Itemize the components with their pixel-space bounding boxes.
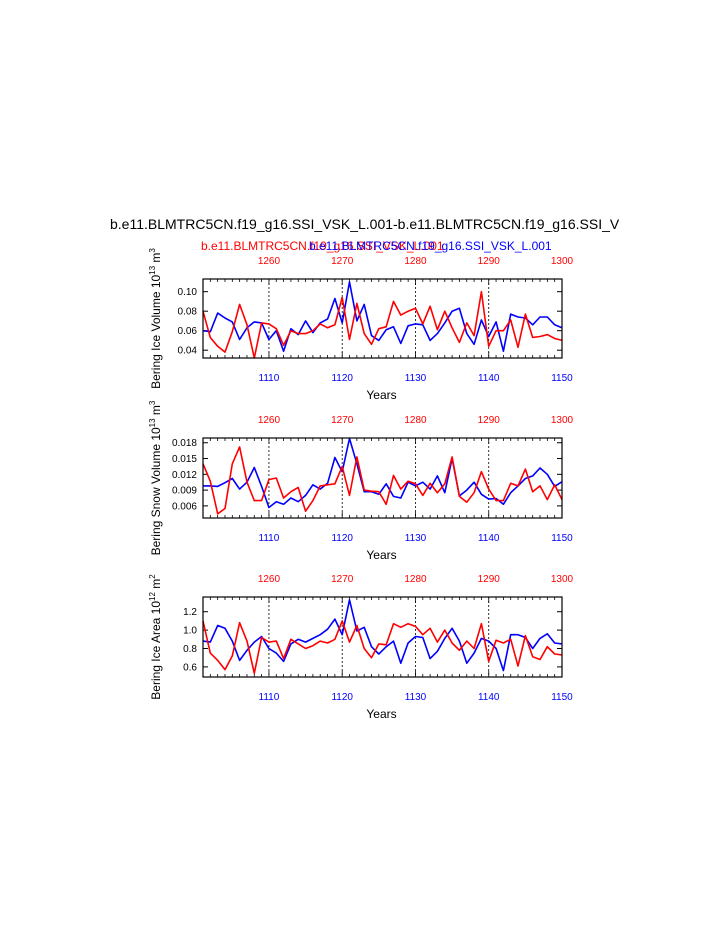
x-tick-label-bottom: 1110 — [259, 533, 280, 544]
y-axis-label-part: 12 — [148, 592, 157, 601]
y-tick-label: 0.015 — [172, 454, 197, 465]
x-axis-label: Years — [366, 388, 396, 402]
x-axis-label: Years — [366, 548, 396, 562]
y-axis-label-part: 13 — [148, 418, 157, 427]
x-tick-label-bottom: 1140 — [478, 373, 500, 384]
y-tick-label: 0.012 — [172, 470, 197, 481]
x-tick-label-top: 1270 — [331, 256, 354, 267]
series-line-red — [202, 446, 563, 515]
x-tick-label-bottom: 1130 — [405, 533, 427, 544]
y-tick-label: 0.8 — [183, 644, 197, 655]
x-tick-label-top: 1280 — [404, 415, 427, 426]
x-axis-label: Years — [366, 707, 396, 721]
x-tick-label-top: 1290 — [478, 574, 501, 585]
y-axis-label-part: Bering Ice Area 10 — [149, 601, 163, 700]
x-tick-label-top: 1270 — [331, 574, 354, 585]
x-tick-label-bottom: 1120 — [331, 692, 353, 703]
y-tick-label: 0.009 — [172, 486, 197, 497]
x-tick-label-top: 1300 — [551, 415, 574, 426]
y-axis-label-part: 3 — [148, 400, 157, 405]
subtitle-blue: b.e11.BLMTRC5CN.f19_g16.SSI_VSK_L.001 — [309, 239, 552, 253]
y-axis-label-part: 3 — [148, 248, 157, 253]
x-tick-label-bottom: 1130 — [405, 692, 427, 703]
plot-frame — [202, 278, 563, 359]
y-tick-label: 0.6 — [183, 662, 197, 673]
y-axis-label-part: m — [149, 579, 163, 592]
x-tick-label-bottom: 1150 — [551, 373, 573, 384]
x-tick-label-top: 1290 — [478, 415, 501, 426]
x-tick-label-top: 1300 — [551, 574, 574, 585]
chart-panel-2: 0.006 0.009 0.012 0.015 0.018 1110 1120 1130 114… — [148, 400, 574, 562]
x-tick-label-bottom: 1150 — [551, 533, 573, 544]
y-tick-label: 0.10 — [178, 287, 198, 298]
y-axis-label-part: 13 — [148, 265, 157, 274]
plot-frame — [202, 437, 563, 519]
y-tick-label: 0.006 — [172, 501, 197, 512]
x-tick-label-top: 1280 — [404, 256, 427, 267]
x-tick-label-bottom: 1120 — [331, 533, 353, 544]
x-tick-label-bottom: 1130 — [405, 373, 427, 384]
series-line-blue — [202, 281, 563, 353]
x-tick-label-top: 1260 — [258, 574, 281, 585]
x-tick-label-top: 1300 — [551, 256, 574, 267]
x-tick-label-bottom: 1150 — [551, 692, 573, 703]
x-tick-label-top: 1280 — [404, 574, 427, 585]
plot-frame — [202, 596, 563, 678]
y-axis-label-part: Bering Snow Volume 10 — [149, 427, 163, 555]
series-line-red — [202, 620, 563, 675]
y-tick-label: 0.04 — [178, 346, 198, 357]
y-tick-label: 1.2 — [183, 607, 197, 618]
x-tick-label-bottom: 1110 — [259, 373, 280, 384]
x-tick-label-top: 1260 — [258, 415, 281, 426]
x-tick-label-top: 1260 — [258, 256, 281, 267]
subtitle-red: b.e11.BLMTRC5CN.f19_g16.SSI_VSK_L.001 — [201, 239, 444, 253]
chart-panel-1: 0.04 0.06 0.08 0.10 1110 1120 1130 1140 1150 1260… — [148, 248, 574, 402]
chart-panels: 0.04 0.06 0.08 0.10 1110 1120 1130 1140 1150 1260… — [148, 248, 574, 721]
y-axis-label-part: m — [149, 253, 163, 266]
series-line-red — [202, 290, 563, 359]
y-axis-label-part: 2 — [148, 574, 157, 579]
y-tick-label: 0.06 — [178, 326, 198, 337]
figure-title: b.e11.BLMTRC5CN.f19_g16.SSI_VSK_L.001-b.… — [110, 216, 620, 232]
y-axis-label: Bering Snow Volume 1013 m3 — [148, 400, 163, 555]
y-axis-label: Bering Ice Area 1012 m2 — [148, 574, 163, 700]
y-axis-label-part: m — [149, 405, 163, 418]
x-tick-label-bottom: 1110 — [259, 692, 280, 703]
x-tick-label-bottom: 1140 — [478, 533, 500, 544]
series-line-blue — [203, 437, 563, 509]
x-tick-label-top: 1270 — [331, 415, 354, 426]
y-axis-label-part: Bering Ice Volume 10 — [149, 274, 163, 388]
x-tick-label-top: 1290 — [478, 256, 501, 267]
x-tick-label-bottom: 1120 — [331, 373, 353, 384]
y-axis-label: Bering Ice Volume 1013 m3 — [148, 248, 163, 389]
y-tick-label: 1.0 — [183, 626, 197, 637]
y-tick-label: 0.08 — [178, 307, 198, 318]
chart-panel-3: 0.6 0.8 1.0 1.2 1110 1120 1130 1140 1150 1260 1270… — [148, 574, 574, 721]
y-tick-label: 0.018 — [172, 438, 197, 449]
x-tick-label-bottom: 1140 — [478, 692, 500, 703]
